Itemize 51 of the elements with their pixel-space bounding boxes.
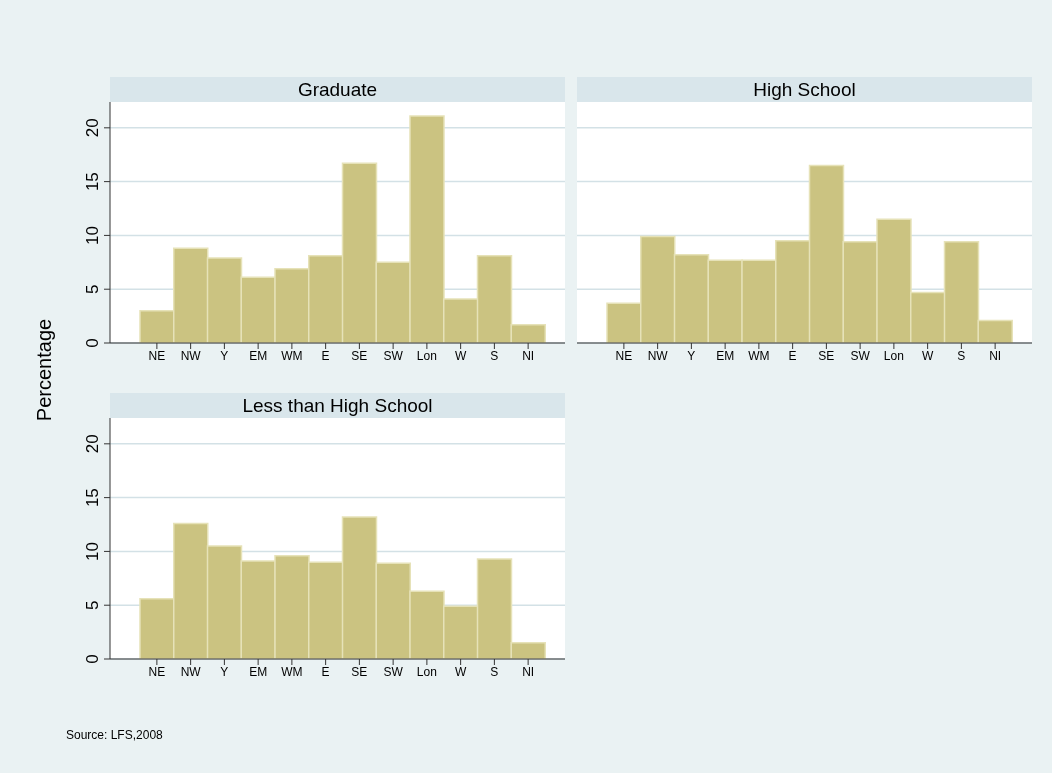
x-tick-label: E — [321, 348, 330, 363]
y-tick-label: 10 — [83, 225, 102, 245]
y-tick-label: 20 — [83, 434, 102, 454]
x-tick-label: EM — [249, 664, 268, 679]
y-tick-label: 0 — [83, 654, 102, 664]
x-tick-label: EM — [249, 348, 268, 363]
chart-title: Less than High School — [110, 393, 565, 418]
x-tick-label: W — [454, 348, 467, 363]
x-tick-label: SW — [383, 664, 404, 679]
y-tick-label: 10 — [83, 541, 102, 561]
x-tick-label: W — [921, 348, 934, 363]
x-tick-label: WM — [281, 348, 303, 363]
x-tick-label: E — [788, 348, 797, 363]
x-tick-label: SW — [850, 348, 871, 363]
y-axis-title: Percentage — [32, 318, 56, 422]
x-tick-label: EM — [716, 348, 735, 363]
x-tick-label: NW — [647, 348, 669, 363]
x-tick-label: NW — [180, 664, 202, 679]
x-tick-label: NI — [989, 348, 1002, 363]
x-tick-label: Y — [220, 664, 229, 679]
x-tick-label: SW — [383, 348, 404, 363]
source-note: Source: LFS,2008 — [66, 728, 163, 742]
x-tick-label: Y — [687, 348, 696, 363]
x-tick-label: Lon — [883, 348, 904, 363]
x-tick-label: WM — [748, 348, 770, 363]
x-tick-label: SE — [818, 348, 835, 363]
x-tick-label: NI — [522, 348, 535, 363]
x-tick-label: S — [957, 348, 966, 363]
x-tick-label: S — [490, 348, 499, 363]
x-tick-label: NE — [148, 664, 166, 679]
x-tick-label: E — [321, 664, 330, 679]
y-tick-label: 0 — [83, 338, 102, 348]
x-tick-label: Lon — [416, 664, 437, 679]
chart-title: High School — [577, 77, 1032, 102]
x-tick-label: NE — [148, 348, 166, 363]
y-tick-label: 20 — [83, 118, 102, 138]
x-tick-label: S — [490, 664, 499, 679]
y-tick-label: 5 — [83, 284, 102, 294]
x-tick-label: NW — [180, 348, 202, 363]
x-tick-label: NI — [522, 664, 535, 679]
chart-title: Graduate — [110, 77, 565, 102]
x-tick-label: WM — [281, 664, 303, 679]
x-tick-label: SE — [351, 664, 368, 679]
x-tick-label: W — [454, 664, 467, 679]
y-tick-label: 15 — [83, 488, 102, 508]
x-tick-label: Y — [220, 348, 229, 363]
x-tick-label: SE — [351, 348, 368, 363]
y-tick-label: 15 — [83, 172, 102, 192]
y-tick-label: 5 — [83, 600, 102, 610]
x-tick-label: Lon — [416, 348, 437, 363]
x-tick-label: NE — [615, 348, 633, 363]
